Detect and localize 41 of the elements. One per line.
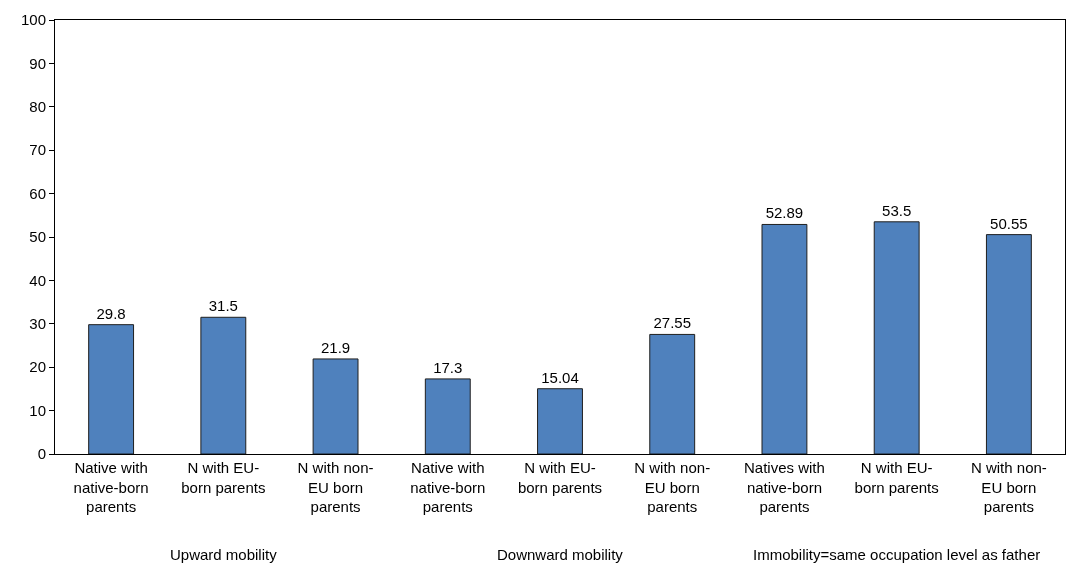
x-tick-label: N with non- EU born parents <box>297 459 374 515</box>
x-tick-label: Natives with native-born parents <box>744 459 825 515</box>
data-label: 31.5 <box>208 297 238 315</box>
x-tick-label: N with non- EU born parents <box>634 459 711 515</box>
bar <box>88 324 135 454</box>
y-tick-label: 60 <box>29 184 46 202</box>
x-tick-label: Native with native-born parents <box>73 459 149 515</box>
data-label: 53.5 <box>882 201 912 219</box>
data-label: 21.9 <box>320 338 351 356</box>
bar <box>537 388 583 454</box>
data-label: 50.55 <box>990 214 1028 232</box>
y-tick-label: 90 <box>29 54 46 72</box>
x-tick-label: N with EU- born parents <box>517 459 603 496</box>
x-tick-label: N with EU- born parents <box>181 459 266 496</box>
y-tick-label: 40 <box>29 271 46 289</box>
bar <box>873 221 920 454</box>
data-label: 15.04 <box>541 368 579 386</box>
x-tick-label: N with non- EU born parents <box>970 459 1047 515</box>
y-tick-label: 100 <box>20 11 46 29</box>
y-tick-label: 50 <box>29 228 46 246</box>
text: Downward mobility <box>497 546 624 563</box>
data-label: 29.8 <box>96 304 126 322</box>
data-label: 17.3 <box>433 358 463 376</box>
y-tick-label: 70 <box>29 141 46 159</box>
x-tick-label: Native with native-born parents <box>410 459 486 515</box>
bar <box>312 358 359 454</box>
text: Upward mobility <box>170 546 278 563</box>
text: Immobility=same occupation level as father <box>753 546 1041 563</box>
bar <box>761 223 808 454</box>
data-label: 52.89 <box>765 204 804 222</box>
bar <box>424 378 471 454</box>
y-tick-label: 30 <box>29 315 46 333</box>
bar <box>200 316 247 454</box>
bar <box>649 333 696 454</box>
y-tick-label: 10 <box>29 401 46 419</box>
data-label: 27.55 <box>653 314 691 332</box>
y-tick-label: 20 <box>29 358 46 376</box>
y-tick-label: 0 <box>37 445 46 463</box>
y-tick-label: 80 <box>29 98 46 116</box>
bar <box>985 234 1032 454</box>
x-tick-label: N with EU- born parents <box>854 459 939 496</box>
